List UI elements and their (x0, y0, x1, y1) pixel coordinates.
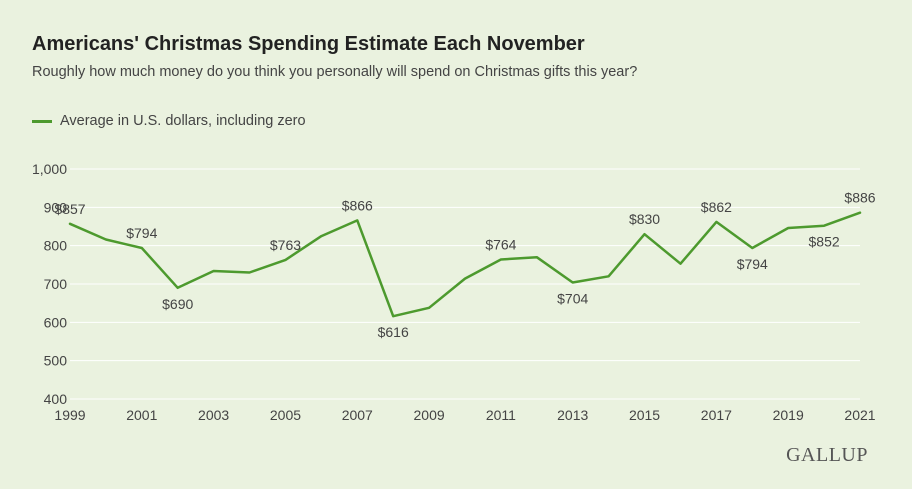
chart-subtitle: Roughly how much money do you think you … (32, 64, 638, 80)
x-tick-label: 2015 (629, 407, 660, 423)
x-tick-label: 2019 (773, 407, 804, 423)
x-tick-label: 2013 (557, 407, 588, 423)
y-tick-label: 700 (44, 276, 68, 292)
series-line (68, 211, 862, 318)
x-tick-label: 2009 (414, 407, 445, 423)
data-label: $690 (162, 296, 193, 312)
data-label: $886 (844, 190, 875, 206)
y-tick-label: 1,000 (32, 161, 67, 177)
chart-title: Americans' Christmas Spending Estimate E… (32, 33, 585, 55)
x-tick-label: 2007 (342, 407, 373, 423)
data-label: $866 (342, 197, 373, 213)
data-label: $830 (629, 211, 660, 227)
y-tick-label: 600 (44, 314, 68, 330)
x-tick-label: 2003 (198, 407, 229, 423)
x-tick-label: 2021 (844, 407, 875, 423)
x-tick-label: 2001 (126, 407, 157, 423)
y-tick-label: 900 (44, 199, 68, 215)
legend: Average in U.S. dollars, including zero (32, 113, 306, 129)
x-tick-label: 1999 (54, 407, 85, 423)
data-label: $616 (378, 324, 409, 340)
data-label: $794 (126, 225, 157, 241)
y-tick-label: 400 (44, 391, 68, 407)
legend-swatch (32, 119, 52, 123)
y-tick-label: 500 (44, 353, 68, 369)
data-label: $704 (557, 290, 588, 306)
x-tick-label: 2017 (701, 407, 732, 423)
data-label: $763 (270, 237, 301, 253)
data-label: $764 (485, 236, 516, 252)
y-tick-label: 800 (44, 238, 68, 254)
data-label: $862 (701, 199, 732, 215)
data-label: $852 (809, 234, 840, 250)
legend-label: Average in U.S. dollars, including zero (60, 113, 306, 129)
data-label: $857 (54, 201, 85, 217)
x-tick-label: 2005 (270, 407, 301, 423)
brand-logo: GALLUP (786, 444, 868, 466)
x-tick-label: 2011 (486, 407, 516, 423)
data-label: $794 (737, 256, 768, 272)
